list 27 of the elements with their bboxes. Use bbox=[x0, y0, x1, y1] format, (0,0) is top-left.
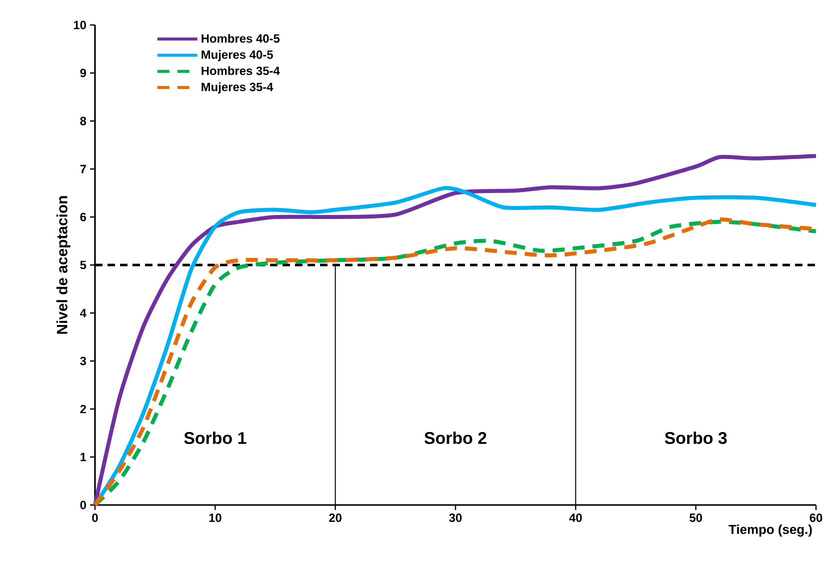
legend-label: Mujeres 40-5 bbox=[202, 50, 273, 62]
y-tick-label: 9 bbox=[80, 68, 86, 78]
x-tick-label: 20 bbox=[329, 514, 342, 522]
y-tick-label: 8 bbox=[80, 116, 86, 126]
y-tick-label: 0 bbox=[80, 500, 86, 510]
y-axis-title: Nivel de aceptacion bbox=[56, 196, 70, 334]
y-tick-label: 10 bbox=[74, 20, 86, 30]
y-tick-label: 7 bbox=[80, 164, 86, 174]
y-tick-label: 5 bbox=[80, 260, 86, 270]
annotation: Sorbo 3 bbox=[664, 432, 727, 444]
x-tick-label: 50 bbox=[690, 514, 702, 522]
y-tick-label: 2 bbox=[80, 404, 86, 414]
x-axis-title: Tiempo (seg.) bbox=[728, 524, 812, 537]
y-tick-label: 1 bbox=[80, 452, 86, 462]
y-tick-label: 6 bbox=[80, 212, 86, 222]
annotation: Sorbo 1 bbox=[184, 432, 246, 444]
x-tick-label: 40 bbox=[569, 514, 582, 522]
annotation: Sorbo 2 bbox=[424, 432, 486, 444]
legend-label: Mujeres 35-4 bbox=[202, 82, 274, 94]
legend-label: Hombres 35-4 bbox=[202, 66, 280, 76]
x-tick-label: 0 bbox=[92, 514, 98, 522]
y-tick-label: 4 bbox=[80, 308, 86, 318]
x-tick-label: 30 bbox=[449, 514, 462, 522]
x-tick-label: 10 bbox=[209, 514, 222, 522]
x-tick-label: 60 bbox=[810, 514, 822, 522]
y-tick-label: 3 bbox=[80, 356, 86, 366]
legend-label: Hombres 40-5 bbox=[202, 34, 280, 43]
